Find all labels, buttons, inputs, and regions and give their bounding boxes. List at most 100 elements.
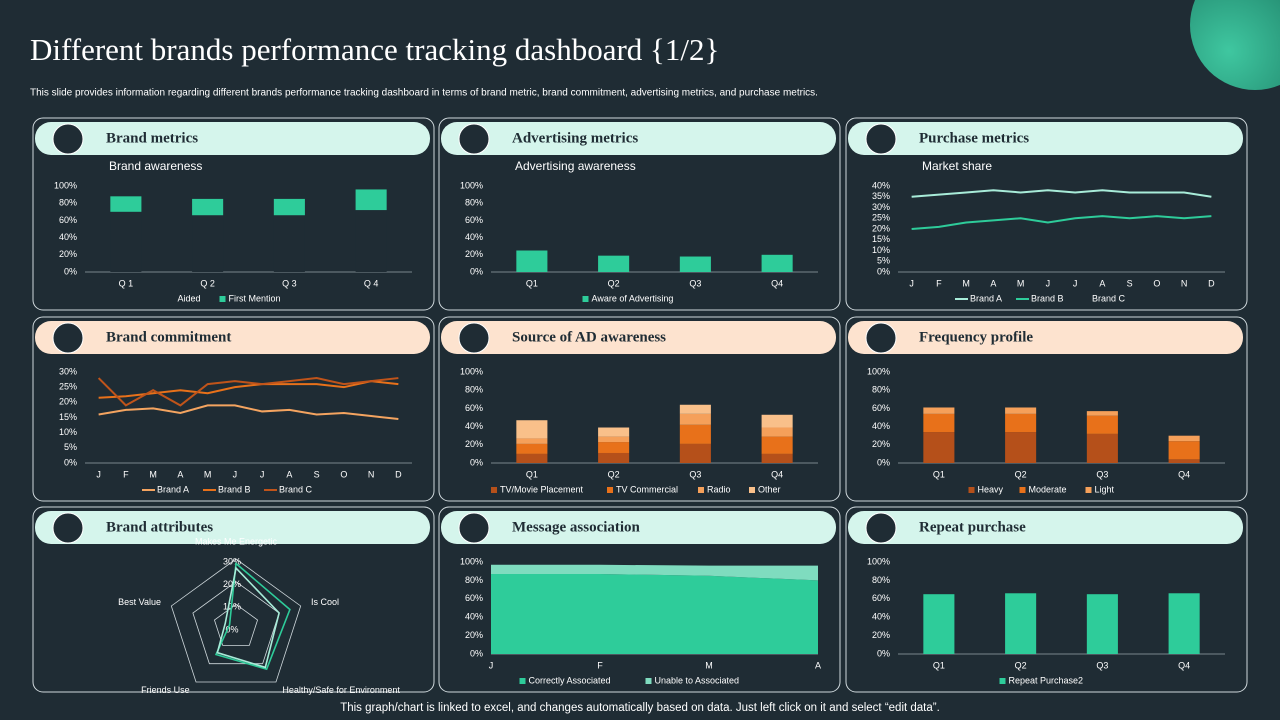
y-tick-label: 20% xyxy=(465,249,483,259)
y-tick-label: 30% xyxy=(59,366,77,376)
x-tick-label: Q4 xyxy=(771,469,783,479)
legend-label: Radio xyxy=(707,484,731,494)
panel-title: Brand metrics xyxy=(106,130,198,146)
x-tick-label: J xyxy=(233,469,238,479)
x-tick-label: Q3 xyxy=(689,278,701,288)
y-tick-label: 20% xyxy=(872,630,890,640)
x-tick-label: J xyxy=(489,660,494,670)
panel-icon xyxy=(458,322,490,354)
legend-label: Aware of Advertising xyxy=(592,293,674,303)
bar xyxy=(598,442,630,453)
panel xyxy=(438,117,841,311)
bar xyxy=(355,189,387,211)
y-tick-label: 80% xyxy=(872,385,890,395)
bar xyxy=(679,404,711,414)
y-tick-label: 40% xyxy=(59,232,77,242)
axis-label: Is Cool xyxy=(311,597,339,607)
x-tick-label: Q1 xyxy=(933,660,945,670)
x-tick-label: F xyxy=(597,660,603,670)
y-tick-label: 0% xyxy=(470,648,483,658)
x-tick-label: A xyxy=(286,469,292,479)
x-tick-label: J xyxy=(909,278,914,288)
y-tick-label: 15% xyxy=(59,412,77,422)
bar xyxy=(923,594,955,654)
x-tick-label: A xyxy=(177,469,183,479)
legend-swatch xyxy=(219,296,226,302)
legend-swatch xyxy=(645,678,652,684)
x-tick-label: D xyxy=(395,469,402,479)
panel-title: Frequency profile xyxy=(919,329,1033,345)
legend-swatch xyxy=(698,487,704,493)
radial-tick-label: 30% xyxy=(223,556,241,566)
decor-circle xyxy=(1190,0,1280,90)
bar xyxy=(598,427,630,437)
legend-swatch xyxy=(168,296,175,302)
x-tick-label: Q3 xyxy=(689,469,701,479)
bar xyxy=(516,453,548,463)
y-tick-label: 80% xyxy=(59,198,77,208)
legend-label: Correctly Associated xyxy=(529,675,611,685)
panel-title: Advertising metrics xyxy=(512,130,638,146)
y-tick-label: 0% xyxy=(877,266,890,276)
y-tick-label: 80% xyxy=(465,385,483,395)
panel-title: Message association xyxy=(512,519,641,535)
panel-title: Repeat purchase xyxy=(919,519,1026,535)
y-tick-label: 20% xyxy=(59,249,77,259)
chart-title: Advertising awareness xyxy=(515,159,636,173)
radar-grid xyxy=(192,581,280,665)
x-tick-label: F xyxy=(123,469,129,479)
x-tick-label: N xyxy=(1181,278,1188,288)
bar xyxy=(761,254,793,272)
y-tick-label: 20% xyxy=(465,630,483,640)
x-tick-label: Q1 xyxy=(933,469,945,479)
legend-label: Moderate xyxy=(1029,484,1067,494)
radar-grid xyxy=(170,558,302,683)
legend-label: Brand A xyxy=(157,484,189,494)
y-tick-label: 0% xyxy=(877,457,890,467)
axis-label: Healthy/Safe for Environment xyxy=(282,685,400,695)
x-tick-label: Q4 xyxy=(1178,660,1190,670)
legend-label: First Mention xyxy=(229,293,281,303)
y-tick-label: 25% xyxy=(872,213,890,223)
panel xyxy=(438,506,841,693)
panel-header xyxy=(35,511,430,544)
y-tick-label: 40% xyxy=(465,232,483,242)
y-tick-label: 30% xyxy=(872,202,890,212)
footer: This graph/chart is linked to excel, and… xyxy=(340,702,940,714)
panel xyxy=(32,506,435,693)
x-tick-label: A xyxy=(990,278,996,288)
y-tick-label: 0% xyxy=(64,457,77,467)
legend-label: Repeat Purchase2 xyxy=(1009,675,1084,685)
x-tick-label: M xyxy=(962,278,970,288)
radial-tick-label: 0% xyxy=(225,624,238,634)
y-tick-label: 100% xyxy=(867,556,890,566)
y-tick-label: 0% xyxy=(470,266,483,276)
radar-series xyxy=(216,566,280,669)
bar xyxy=(761,427,793,437)
bar xyxy=(1005,407,1037,414)
x-tick-label: J xyxy=(1046,278,1051,288)
y-tick-label: 60% xyxy=(465,593,483,603)
legend-swatch xyxy=(1085,487,1092,493)
panel-icon xyxy=(52,512,84,544)
legend-label: Brand C xyxy=(1092,293,1126,303)
axis-label: Makes Me Energetic xyxy=(195,536,278,546)
bar xyxy=(1086,433,1118,463)
y-tick-label: 20% xyxy=(872,223,890,233)
bar xyxy=(192,198,224,216)
radar-series xyxy=(214,561,291,671)
chart-title: Market share xyxy=(922,159,992,173)
y-tick-label: 0% xyxy=(877,648,890,658)
legend-label: Brand B xyxy=(218,484,251,494)
y-tick-label: 60% xyxy=(465,403,483,413)
title: Different brands performance tracking da… xyxy=(30,32,719,67)
legend-label: Brand B xyxy=(1031,293,1064,303)
panel-header xyxy=(441,321,836,354)
legend-swatch xyxy=(749,487,755,493)
panel-icon xyxy=(458,512,490,544)
x-tick-label: M xyxy=(705,660,713,670)
bar xyxy=(1168,441,1200,460)
y-tick-label: 80% xyxy=(872,575,890,585)
y-tick-label: 20% xyxy=(465,439,483,449)
